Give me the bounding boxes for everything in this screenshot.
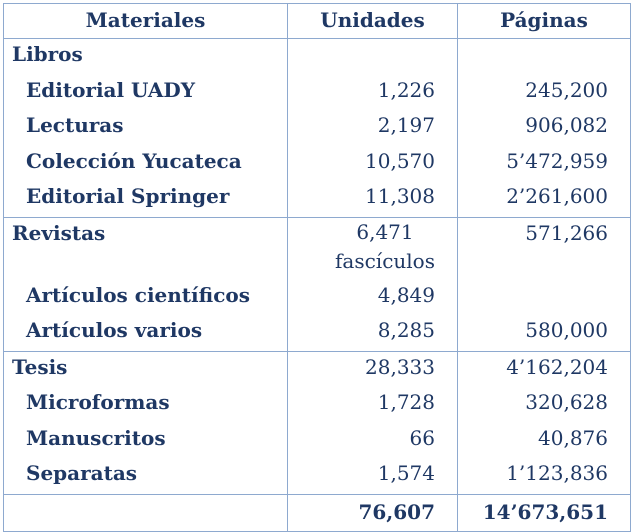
table-row: Artículos varios 8,285 580,000 <box>3 315 631 351</box>
row-paginas: 5’472,959 <box>457 145 631 181</box>
total-label <box>3 493 288 531</box>
row-paginas: 40,876 <box>457 422 631 458</box>
table-row: Editorial Springer 11,308 2’261,600 <box>3 181 631 217</box>
row-unidades: 66 <box>287 422 458 458</box>
row-name: Editorial UADY <box>3 74 288 110</box>
row-name: Revistas <box>3 216 288 280</box>
total-paginas: 14’673,651 <box>457 493 631 531</box>
row-name: Manuscritos <box>3 422 288 458</box>
row-unidades: 6,471 fascículos <box>287 216 458 280</box>
unidades-stack: 6,471 fascículos <box>335 218 435 276</box>
table-row: Lecturas 2,197 906,082 <box>3 110 631 146</box>
row-paginas: 580,000 <box>457 315 631 351</box>
table-row: Artículos científicos 4,849 <box>3 279 631 315</box>
table-row: Separatas 1,574 1’123,836 <box>3 458 631 494</box>
row-unidades: 2,197 <box>287 110 458 146</box>
row-unidades: 11,308 <box>287 181 458 217</box>
header-paginas: Páginas <box>457 3 631 39</box>
table-row: Colección Yucateca 10,570 5’472,959 <box>3 145 631 181</box>
row-unidades-value: 6,471 <box>356 219 414 244</box>
row-paginas <box>457 279 631 315</box>
row-paginas: 2’261,600 <box>457 181 631 217</box>
table-row: Libros <box>3 38 631 75</box>
row-name: Editorial Springer <box>3 181 288 217</box>
row-name: Tesis <box>3 350 288 387</box>
row-unidades: 1,226 <box>287 74 458 110</box>
row-unidades: 1,728 <box>287 387 458 423</box>
header-row: Materiales Unidades Páginas <box>3 3 631 39</box>
row-unidades: 4,849 <box>287 279 458 315</box>
row-paginas <box>457 38 631 75</box>
table-row: Editorial UADY 1,226 245,200 <box>3 74 631 110</box>
row-paginas: 571,266 <box>457 216 631 280</box>
header-materiales: Materiales <box>3 3 288 39</box>
materials-table: Materiales Unidades Páginas Libros Edito… <box>3 3 631 532</box>
row-name: Libros <box>3 38 288 75</box>
row-unidades: 10,570 <box>287 145 458 181</box>
row-paginas: 1’123,836 <box>457 458 631 494</box>
table-row: Tesis 28,333 4’162,204 <box>3 350 631 387</box>
row-unidades: 8,285 <box>287 315 458 351</box>
table-row: Revistas 6,471 fascículos 571,266 <box>3 216 631 280</box>
row-name: Lecturas <box>3 110 288 146</box>
total-row: 76,607 14’673,651 <box>3 493 631 531</box>
table-row: Microformas 1,728 320,628 <box>3 387 631 423</box>
total-unidades: 76,607 <box>287 493 458 531</box>
row-name: Separatas <box>3 458 288 494</box>
row-paginas: 4’162,204 <box>457 350 631 387</box>
row-name: Artículos varios <box>3 315 288 351</box>
header-unidades: Unidades <box>287 3 458 39</box>
row-paginas: 906,082 <box>457 110 631 146</box>
row-unidades: 1,574 <box>287 458 458 494</box>
row-paginas: 245,200 <box>457 74 631 110</box>
table-row: Manuscritos 66 40,876 <box>3 422 631 458</box>
row-unidades <box>287 38 458 75</box>
row-unidades: 28,333 <box>287 350 458 387</box>
row-unidades-note: fascículos <box>335 248 435 273</box>
row-name: Microformas <box>3 387 288 423</box>
row-name: Artículos científicos <box>3 279 288 315</box>
row-paginas: 320,628 <box>457 387 631 423</box>
row-name: Colección Yucateca <box>3 145 288 181</box>
